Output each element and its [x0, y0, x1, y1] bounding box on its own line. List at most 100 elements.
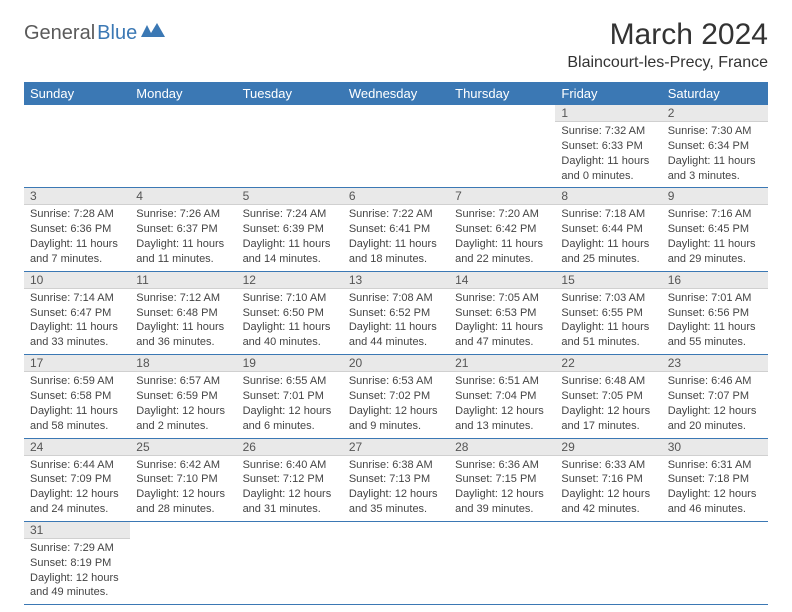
title-block: March 2024 Blaincourt-les-Precy, France — [567, 18, 768, 72]
sunrise-text: Sunrise: 7:16 AM — [668, 207, 762, 222]
sunrise-text: Sunrise: 6:33 AM — [561, 458, 655, 473]
sunset-text: Sunset: 6:55 PM — [561, 306, 655, 321]
day-number: 29 — [555, 439, 661, 456]
daylight-text: Daylight: 12 hours and 2 minutes. — [136, 404, 230, 434]
day-body: Sunrise: 7:24 AMSunset: 6:39 PMDaylight:… — [237, 205, 343, 270]
calendar-day-cell: 7Sunrise: 7:20 AMSunset: 6:42 PMDaylight… — [449, 188, 555, 271]
day-number: 31 — [24, 522, 130, 539]
sunrise-text: Sunrise: 6:42 AM — [136, 458, 230, 473]
sunrise-text: Sunrise: 6:36 AM — [455, 458, 549, 473]
day-number: 26 — [237, 439, 343, 456]
day-body: Sunrise: 6:51 AMSunset: 7:04 PMDaylight:… — [449, 372, 555, 437]
calendar-day-cell — [24, 105, 130, 188]
weekday-header: Friday — [555, 82, 661, 105]
sunrise-text: Sunrise: 7:30 AM — [668, 124, 762, 139]
daylight-text: Daylight: 11 hours and 58 minutes. — [30, 404, 124, 434]
sunset-text: Sunset: 6:58 PM — [30, 389, 124, 404]
sunrise-text: Sunrise: 6:44 AM — [30, 458, 124, 473]
calendar-day-cell — [343, 105, 449, 188]
calendar-day-cell: 13Sunrise: 7:08 AMSunset: 6:52 PMDayligh… — [343, 271, 449, 354]
sunset-text: Sunset: 6:33 PM — [561, 139, 655, 154]
sunrise-text: Sunrise: 6:57 AM — [136, 374, 230, 389]
sunrise-text: Sunrise: 7:03 AM — [561, 291, 655, 306]
daylight-text: Daylight: 12 hours and 46 minutes. — [668, 487, 762, 517]
day-body: Sunrise: 7:20 AMSunset: 6:42 PMDaylight:… — [449, 205, 555, 270]
daylight-text: Daylight: 11 hours and 18 minutes. — [349, 237, 443, 267]
daylight-text: Daylight: 11 hours and 7 minutes. — [30, 237, 124, 267]
sunrise-text: Sunrise: 7:12 AM — [136, 291, 230, 306]
calendar-week-row: 10Sunrise: 7:14 AMSunset: 6:47 PMDayligh… — [24, 271, 768, 354]
sunset-text: Sunset: 7:15 PM — [455, 472, 549, 487]
sunset-text: Sunset: 6:34 PM — [668, 139, 762, 154]
day-number: 14 — [449, 272, 555, 289]
day-number: 1 — [555, 105, 661, 122]
sunrise-text: Sunrise: 7:18 AM — [561, 207, 655, 222]
sunset-text: Sunset: 7:13 PM — [349, 472, 443, 487]
sunset-text: Sunset: 6:56 PM — [668, 306, 762, 321]
sunrise-text: Sunrise: 7:29 AM — [30, 541, 124, 556]
sunrise-text: Sunrise: 6:59 AM — [30, 374, 124, 389]
calendar-day-cell — [449, 105, 555, 188]
location: Blaincourt-les-Precy, France — [567, 54, 768, 72]
day-body: Sunrise: 6:46 AMSunset: 7:07 PMDaylight:… — [662, 372, 768, 437]
logo-text-general: General — [24, 22, 95, 45]
calendar-day-cell: 17Sunrise: 6:59 AMSunset: 6:58 PMDayligh… — [24, 355, 130, 438]
calendar-day-cell: 22Sunrise: 6:48 AMSunset: 7:05 PMDayligh… — [555, 355, 661, 438]
sunrise-text: Sunrise: 7:01 AM — [668, 291, 762, 306]
sunset-text: Sunset: 8:19 PM — [30, 556, 124, 571]
header: General Blue March 2024 Blaincourt-les-P… — [24, 18, 768, 72]
day-body: Sunrise: 7:30 AMSunset: 6:34 PMDaylight:… — [662, 122, 768, 187]
calendar-day-cell: 6 Sunrise: 7:22 AMSunset: 6:41 PMDaylight… — [343, 188, 449, 271]
day-body: Sunrise: 7:01 AMSunset: 6:56 PMDaylight:… — [662, 289, 768, 354]
daylight-text: Daylight: 12 hours and 24 minutes. — [30, 487, 124, 517]
calendar-day-cell: 12Sunrise: 7:10 AMSunset: 6:50 PMDayligh… — [237, 271, 343, 354]
sunset-text: Sunset: 6:48 PM — [136, 306, 230, 321]
calendar-day-cell: 5Sunrise: 7:24 AMSunset: 6:39 PMDaylight… — [237, 188, 343, 271]
daylight-text: Daylight: 11 hours and 33 minutes. — [30, 320, 124, 350]
day-number: 25 — [130, 439, 236, 456]
daylight-text: Daylight: 12 hours and 28 minutes. — [136, 487, 230, 517]
calendar-day-cell: 18Sunrise: 6:57 AMSunset: 6:59 PMDayligh… — [130, 355, 236, 438]
day-number: 13 — [343, 272, 449, 289]
day-number: 23 — [662, 355, 768, 372]
sunset-text: Sunset: 6:39 PM — [243, 222, 337, 237]
sunrise-text: Sunrise: 7:26 AM — [136, 207, 230, 222]
sunset-text: Sunset: 7:05 PM — [561, 389, 655, 404]
day-number: 9 — [662, 188, 768, 205]
day-number: 3 — [24, 188, 130, 205]
sunrise-text: Sunrise: 7:22 AM — [349, 207, 443, 222]
weekday-header: Sunday — [24, 82, 130, 105]
daylight-text: Daylight: 11 hours and 3 minutes. — [668, 154, 762, 184]
calendar-day-cell — [662, 521, 768, 604]
daylight-text: Daylight: 12 hours and 20 minutes. — [668, 404, 762, 434]
sunset-text: Sunset: 6:41 PM — [349, 222, 443, 237]
sunset-text: Sunset: 6:45 PM — [668, 222, 762, 237]
sunrise-text: Sunrise: 6:53 AM — [349, 374, 443, 389]
day-body: Sunrise: 7:12 AMSunset: 6:48 PMDaylight:… — [130, 289, 236, 354]
sunrise-text: Sunrise: 6:38 AM — [349, 458, 443, 473]
day-body: Sunrise: 7:08 AMSunset: 6:52 PMDaylight:… — [343, 289, 449, 354]
daylight-text: Daylight: 12 hours and 35 minutes. — [349, 487, 443, 517]
day-number: 6 — [343, 188, 449, 205]
calendar-day-cell: 20Sunrise: 6:53 AMSunset: 7:02 PMDayligh… — [343, 355, 449, 438]
day-body: Sunrise: 6:59 AMSunset: 6:58 PMDaylight:… — [24, 372, 130, 437]
sunrise-text: Sunrise: 7:32 AM — [561, 124, 655, 139]
sunset-text: Sunset: 7:18 PM — [668, 472, 762, 487]
sunrise-text: Sunrise: 7:10 AM — [243, 291, 337, 306]
calendar-table: Sunday Monday Tuesday Wednesday Thursday… — [24, 82, 768, 605]
day-number: 24 — [24, 439, 130, 456]
day-number: 15 — [555, 272, 661, 289]
day-number: 2 — [662, 105, 768, 122]
calendar-day-cell: 29Sunrise: 6:33 AMSunset: 7:16 PMDayligh… — [555, 438, 661, 521]
calendar-week-row: 1 Sunrise: 7:32 AMSunset: 6:33 PM Daylight… — [24, 105, 768, 188]
month-title: March 2024 — [567, 18, 768, 52]
sunset-text: Sunset: 7:01 PM — [243, 389, 337, 404]
day-body: Sunrise: 6:36 AMSunset: 7:15 PMDaylight:… — [449, 456, 555, 521]
day-body: Sunrise: 7:16 AMSunset: 6:45 PMDaylight:… — [662, 205, 768, 270]
day-number: 10 — [24, 272, 130, 289]
sunset-text: Sunset: 6:47 PM — [30, 306, 124, 321]
sunrise-text: Sunrise: 7:24 AM — [243, 207, 337, 222]
calendar-day-cell: 25Sunrise: 6:42 AMSunset: 7:10 PMDayligh… — [130, 438, 236, 521]
day-body: Sunrise: 6:33 AMSunset: 7:16 PMDaylight:… — [555, 456, 661, 521]
weekday-header: Wednesday — [343, 82, 449, 105]
